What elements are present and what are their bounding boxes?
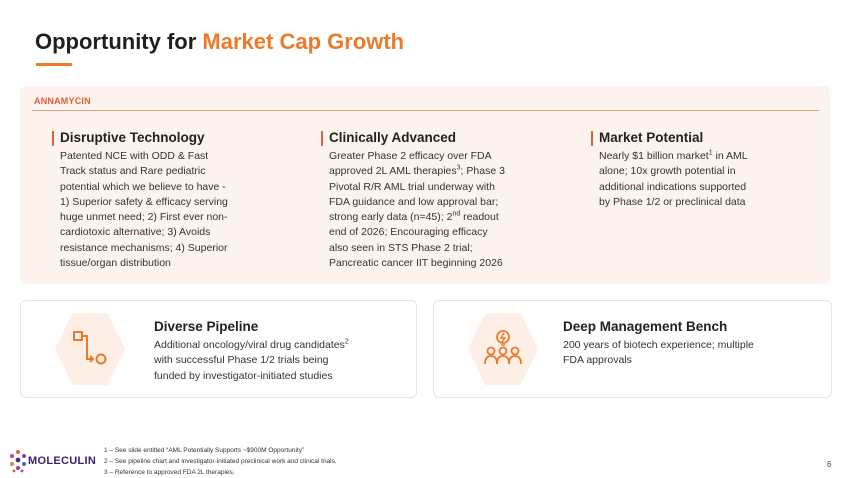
column-line: huge unmet need; 2) First ever non- [60,211,228,224]
icon-badge [55,313,125,385]
column-line: Greater Phase 2 efficacy over FDA [329,150,492,162]
column-line: additional indications supported [599,180,747,193]
logo-wordmark: MOLECULIN [28,455,97,467]
column-line: also seen in STS Phase 2 trial; [329,241,473,254]
card-body: 200 years of biotech experience; multipl… [563,338,813,369]
column-clinically-advanced: Clinically Advanced Greater Phase 2 effi… [321,130,571,271]
column-line: potential which we believe to have - [60,180,226,193]
footnotes: 1 – See slide entitled “AML Potentially … [104,445,337,478]
panel-divider [32,110,819,111]
column-title: Clinically Advanced [321,130,571,146]
card-line: Additional oncology/viral drug candidate… [154,338,404,353]
column-title: Disruptive Technology [52,130,302,146]
column-line: end of 2026; Encouraging efficacy [329,226,488,239]
text-span: Additional oncology/viral drug candidate… [154,339,345,351]
column-line: Track status and Rare pediatric [60,165,206,178]
title-accent: Market Cap Growth [202,29,405,54]
icon-badge [468,313,538,385]
card-line: 200 years of biotech experience; multipl… [563,339,754,351]
ordinal-suffix: nd [452,210,461,218]
footnote: 1 – See slide entitled “AML Potentially … [104,447,305,454]
text-span: in AML [712,150,748,162]
card-line: funded by investigator-initiated studies [154,369,333,382]
column-line: Nearly $1 billion market1 in AML [599,149,821,164]
annamycin-panel: ANNAMYCIN Disruptive Technology Patented… [20,86,830,284]
page-number: 6 [827,460,832,469]
footnote-ref: 3 [456,164,461,172]
column-line: tissue/organ distribution [60,257,171,270]
text-span: readout [460,211,499,224]
text-span: strong early data (n=45); 2 [329,211,453,224]
column-line: Pivotal R/R AML trial underway with [329,180,495,193]
column-line: cardiotoxic alternative; 3) Avoids [60,226,211,239]
card-deep-management-bench: Deep Management Bench 200 years of biote… [433,300,832,398]
text-span: ; Phase 3 [460,165,505,178]
column-line: resistance mechanisms; 4) Superior [60,241,228,254]
page-title: Opportunity for Market Cap Growth [35,29,404,55]
panel-label: ANNAMYCIN [34,96,91,106]
column-body: Greater Phase 2 efficacy over FDA approv… [321,149,571,271]
column-line: FDA guidance and low approval bar; [329,195,499,208]
column-line: alone; 10x growth potential in [599,165,736,178]
column-line: approved 2L AML therapies3; Phase 3 [329,164,571,179]
column-line: 1) Superior safety & efficacy serving [60,195,228,208]
footnote: 2 – See pipeline chart and investigator-… [104,458,337,465]
column-market-potential: Market Potential Nearly $1 billion marke… [591,130,821,210]
footnote-ref: 1 [708,149,713,157]
column-disruptive-technology: Disruptive Technology Patented NCE with … [52,130,302,271]
title-underline [36,63,72,66]
text-span: approved 2L AML therapies [329,165,457,178]
column-body: Patented NCE with ODD & Fast Track statu… [52,149,302,271]
card-body: Additional oncology/viral drug candidate… [154,338,404,384]
card-line: FDA approvals [563,354,632,367]
team-idea-icon [484,330,522,365]
column-line: strong early data (n=45); 2nd readout [329,210,571,225]
column-line: Pancreatic cancer IIT beginning 2026 [329,257,503,270]
column-line: Patented NCE with ODD & Fast [60,150,209,162]
column-body: Nearly $1 billion market1 in AML alone; … [591,149,821,210]
footnote-ref: 2 [344,338,349,346]
column-line: by Phase 1/2 or preclinical data [599,195,746,208]
card-diverse-pipeline: Diverse Pipeline Additional oncology/vir… [20,300,417,398]
column-title: Market Potential [591,130,821,146]
card-line: with successful Phase 1/2 trials being [154,354,329,367]
pipeline-icon [73,331,107,365]
card-title: Deep Management Bench [563,319,728,334]
text-span: Nearly $1 billion market [599,150,709,162]
molecule-logo-icon [10,450,26,473]
title-prefix: Opportunity for [35,29,203,54]
card-title: Diverse Pipeline [154,319,259,334]
footnote: 3 – Reference to approved FDA 2L therapi… [104,469,235,476]
